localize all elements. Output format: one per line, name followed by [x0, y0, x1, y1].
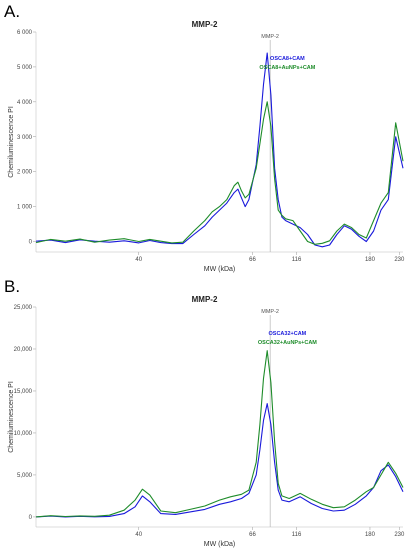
- x-tick-label: 40: [135, 532, 142, 538]
- series-line: [35, 403, 404, 518]
- marker-label: MMP-2: [261, 34, 279, 40]
- y-tick-label: 20,000: [14, 347, 33, 353]
- panel-label: A.: [4, 2, 21, 21]
- legend-entry: OSCA32+CAM: [269, 331, 307, 337]
- x-tick-label: 230: [394, 257, 405, 263]
- x-tick-label: 40: [135, 257, 142, 263]
- y-tick-label: 1 000: [17, 205, 33, 211]
- chart-svg: 0 1 000 2 000 3 000 4 000 5 000 6 000 40 66 116 18…: [8, 30, 405, 273]
- x-tick-label: 180: [365, 257, 376, 263]
- y-tick-label: 5 000: [17, 65, 33, 71]
- x-tick-label: 116: [292, 532, 302, 538]
- y-tick-label: 6 000: [17, 30, 33, 36]
- x-tick-label: 180: [365, 532, 376, 538]
- legend-entry: OSCA32+AuNPs+CAM: [258, 340, 317, 346]
- y-tick-label: 10,000: [14, 431, 33, 437]
- x-tick-label: 230: [394, 532, 405, 538]
- chart-title: MMP-2: [191, 295, 218, 304]
- x-axis-title: MW (kDa): [204, 541, 236, 548]
- x-tick-label: 66: [249, 257, 256, 263]
- y-tick-label: 2 000: [17, 170, 33, 176]
- y-tick-label: 25,000: [14, 305, 33, 311]
- y-axis-title: Chemiluminescence PI: [8, 106, 15, 178]
- y-axis-title: Chemiluminescence PI: [8, 381, 15, 453]
- y-tick-label: 0: [29, 240, 33, 246]
- panel-label: B.: [4, 277, 21, 296]
- legend-entry: OSCA8+AuNPs+CAM: [259, 65, 315, 71]
- chart-panel-b: B. MMP-2 0 5,000 10,000 15,000 20,000 25,000 4…: [0, 275, 409, 550]
- series-line: [35, 101, 404, 245]
- series-line: [35, 52, 404, 248]
- legend-entry: OSCA8+CAM: [270, 56, 305, 62]
- y-tick-label: 15,000: [14, 389, 33, 395]
- x-axis-title: MW (kDa): [204, 266, 236, 273]
- chart-title: MMP-2: [191, 20, 218, 29]
- x-tick-label: 66: [249, 532, 256, 538]
- y-tick-label: 3 000: [17, 135, 33, 141]
- chart-svg: 0 5,000 10,000 15,000 20,000 25,000 40 66 116 180…: [8, 305, 405, 548]
- y-tick-label: 4 000: [17, 100, 33, 106]
- chart-panel-a: A. MMP-2 0 1 000 2 000 3 000 4 000 5 000 6 000…: [4, 2, 405, 273]
- y-tick-label: 0: [29, 515, 33, 521]
- marker-label: MMP-2: [261, 309, 279, 315]
- series-line: [35, 350, 404, 518]
- y-tick-label: 5,000: [17, 473, 33, 479]
- x-tick-label: 116: [292, 257, 302, 263]
